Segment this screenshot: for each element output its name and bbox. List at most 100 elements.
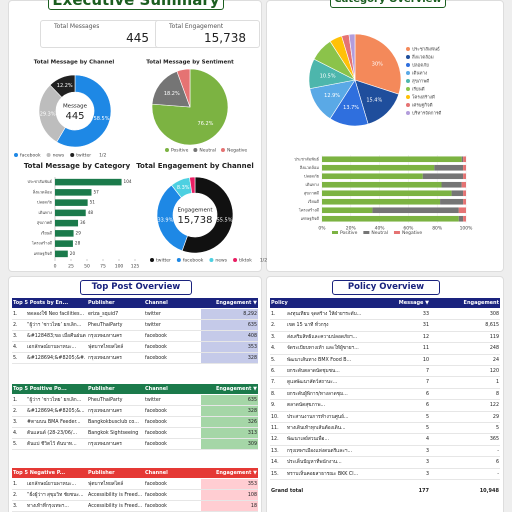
table-cell: 4	[425, 437, 429, 443]
table-cell: 10.	[271, 414, 279, 420]
legend-label: twitter	[76, 153, 91, 159]
legend-label: เศรษฐกิจดี	[412, 103, 433, 109]
table-cell: twitter	[145, 312, 161, 317]
cell-highlight	[201, 417, 258, 427]
table-cell: Accessibility is Freed...	[88, 493, 143, 498]
total-cell: 10,948	[479, 488, 499, 494]
pie-slice	[348, 33, 356, 81]
table-row	[270, 389, 500, 401]
legend-swatch	[220, 148, 225, 152]
table-cell: เอกลักษณ์ยานพาหนะ...	[27, 482, 77, 487]
header-cell: Channel	[145, 386, 168, 392]
table-cell: &#128694;&#8205;&#...	[27, 356, 86, 361]
table-cell: 7	[425, 369, 429, 374]
table-row	[12, 406, 258, 417]
x-tick-label: 50	[84, 264, 90, 270]
kpi-card	[40, 20, 163, 48]
y-tick-label: โครงสร้างดี	[299, 207, 320, 212]
bar-segment	[451, 190, 464, 197]
table-cell: 9.	[271, 403, 276, 409]
table-cell: ฟุตบาทไทยสไตล์	[88, 482, 124, 487]
legend-label: สุขภาพดี	[412, 79, 429, 85]
bar-segment	[463, 173, 466, 180]
legend-swatch	[46, 153, 51, 157]
y-tick-label: เรียนดี	[41, 230, 53, 235]
bar	[55, 189, 92, 196]
table-cell: 18	[250, 504, 257, 509]
legend-swatch	[150, 258, 154, 262]
table-cell: 248	[489, 346, 499, 352]
legend-swatch	[406, 95, 410, 99]
header-cell: Top 5 Positive Po...	[13, 386, 67, 392]
table-cell: -	[497, 448, 499, 454]
cell-highlight	[201, 331, 258, 341]
value-label: 57	[93, 189, 99, 194]
slice-label: 12.9%	[324, 93, 340, 99]
legend-label: ปลอดภัย	[412, 63, 429, 69]
table-cell: ดูแลพัฒนาสัตว์สถานะ...	[287, 380, 338, 386]
table-row	[12, 353, 258, 364]
table-cell: 11	[422, 346, 429, 352]
legend-label: Negative	[402, 230, 422, 236]
top-post-title: Top Post Overview	[80, 280, 192, 295]
table-cell: 6	[425, 391, 429, 397]
slice-label: 10.5%	[320, 74, 336, 80]
table-row	[270, 457, 500, 469]
table-cell: 122	[489, 403, 499, 409]
bar-segment	[322, 190, 452, 197]
table-cell: 33	[422, 312, 429, 317]
table-row	[12, 479, 258, 490]
table-cell: 365	[489, 437, 499, 443]
bar-segment	[440, 198, 464, 205]
table-cell: 408	[247, 334, 257, 339]
cell-highlight	[201, 406, 258, 416]
legend-swatch	[406, 111, 410, 115]
legend-swatch	[393, 231, 400, 234]
pie-slice	[176, 68, 191, 108]
header-cell: Policy	[271, 300, 288, 306]
table-cell: 635	[247, 398, 257, 403]
table-cell: ลงทุนเทียบ จุดสร้าง ให้ฝ่ายฯระดับ...	[287, 312, 362, 317]
y-tick-label: เดินทาง	[38, 210, 52, 215]
table-cell: facebook	[145, 409, 167, 414]
legend-page: 1/2	[99, 153, 106, 159]
table-cell: กรุงเทพมหานคร	[88, 442, 122, 447]
legend-page: 1/2	[260, 258, 267, 264]
table-row	[270, 343, 500, 355]
legend-label: facebook	[183, 258, 204, 264]
value-label: 28	[75, 241, 81, 246]
table-cell: 2.	[13, 493, 18, 498]
table-cell: 15.	[271, 471, 279, 477]
table-cell: 1.	[13, 312, 18, 317]
center-label: 445	[65, 111, 84, 122]
table-cell: เอกลักษณ์ยานพาหนะ...	[27, 345, 77, 350]
table-cell: กรุงเทพมหานคร	[88, 334, 122, 339]
kpi-label: Total Messages	[54, 23, 100, 30]
legend-swatch	[70, 153, 75, 157]
header-cell: Engagement ▼	[215, 470, 257, 476]
y-tick-label: เดินทาง	[305, 182, 319, 187]
y-tick-label: สิ่งแวดล้อม	[299, 165, 319, 170]
table-cell: ฟุตบาทไทยสไตล์	[88, 345, 124, 350]
table-cell: Accessibility is Freed...	[88, 504, 143, 509]
x-tick-label: 100%	[460, 226, 474, 232]
legend-label: Negative	[227, 148, 247, 154]
bar	[55, 230, 74, 237]
table-cell: facebook	[145, 482, 167, 487]
bar-segment	[322, 207, 373, 214]
slice-label: 12.2%	[57, 83, 73, 89]
legend-label: ประชาสัมพันธ์	[412, 46, 440, 53]
legend-swatch	[406, 87, 410, 91]
kpi-label: Total Engagement	[169, 23, 224, 30]
table-cell: eriza_squid7	[88, 312, 119, 317]
table-cell: ทางเท้าที่กรุงเทพฯ...	[27, 504, 69, 509]
table-cell: 120	[489, 369, 499, 374]
table-cell: twitter	[145, 323, 161, 328]
table-cell: #ตามบน BMA Feeder...	[27, 420, 81, 425]
table-cell: facebook	[145, 345, 167, 350]
table-cell: facebook	[145, 431, 167, 436]
table-cell: 24	[492, 357, 499, 363]
slice-label: 30%	[372, 61, 383, 67]
bar	[55, 199, 88, 206]
